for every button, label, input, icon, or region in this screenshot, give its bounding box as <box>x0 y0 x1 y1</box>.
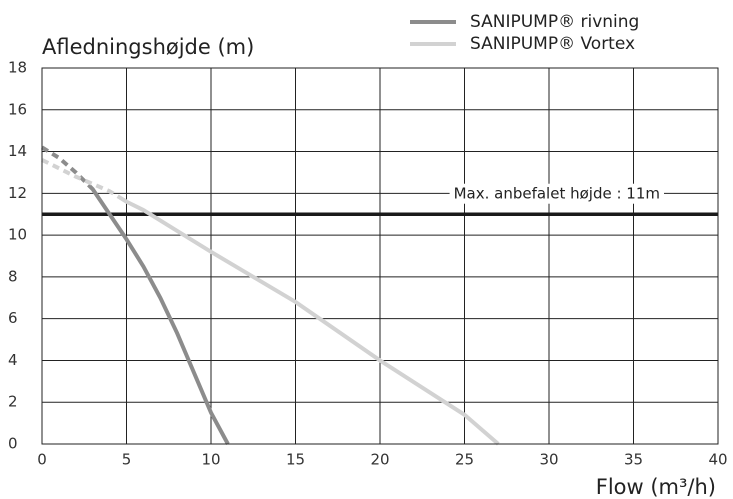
series-line <box>40 145 230 445</box>
legend-label: SANIPUMP® Vortex <box>470 34 635 54</box>
legend-label: SANIPUMP® rivning <box>470 12 639 32</box>
x-tick-label: 15 <box>286 451 305 469</box>
label-background <box>449 183 664 204</box>
x-tick-label: 40 <box>708 451 727 469</box>
x-tick-label: 35 <box>624 451 643 469</box>
x-tick-label: 30 <box>539 451 558 469</box>
x-tick-label: 0 <box>37 451 47 469</box>
x-tick-label: 20 <box>370 451 389 469</box>
y-tick-label: 10 <box>8 226 27 244</box>
y-tick-label: 6 <box>8 309 18 327</box>
series-line <box>41 158 500 446</box>
y-tick-label: 18 <box>8 59 27 77</box>
y-tick-label: 14 <box>8 142 27 160</box>
y-tick-label: 0 <box>8 435 18 453</box>
x-tick-label: 25 <box>455 451 474 469</box>
x-axis-label: Flow (m³/h) <box>596 475 716 499</box>
plot-frame <box>41 67 719 445</box>
x-tick-label: 10 <box>201 451 220 469</box>
y-tick-label: 2 <box>8 393 18 411</box>
y-tick-label: 16 <box>8 100 27 118</box>
y-tick-label: 8 <box>8 267 18 285</box>
reference-label: Max. anbefalet højde : 11m <box>454 185 660 203</box>
y-tick-label: 12 <box>8 184 27 202</box>
chart-title: Afledningshøjde (m) <box>42 35 254 59</box>
x-tick-label: 5 <box>122 451 132 469</box>
y-tick-label: 4 <box>8 351 18 369</box>
